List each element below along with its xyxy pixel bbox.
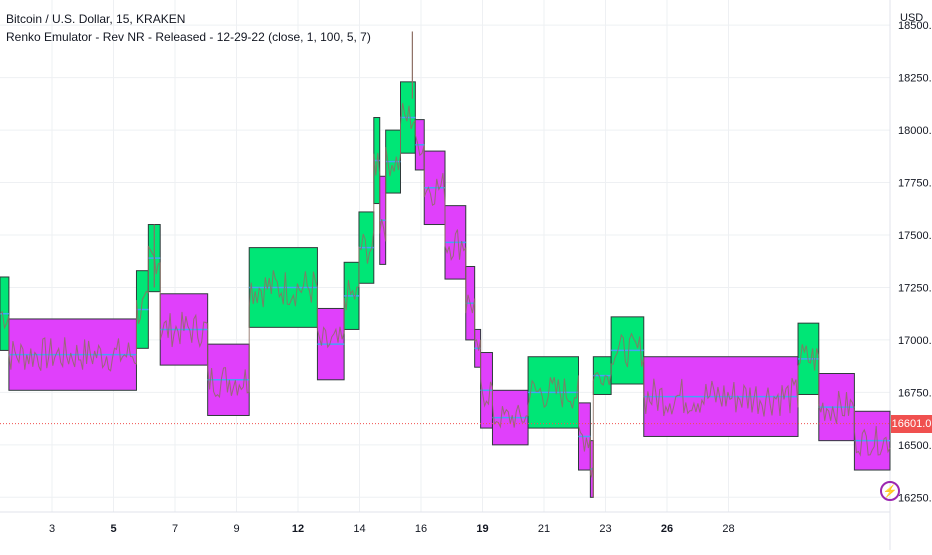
lightning-icon[interactable]: ⚡ [880, 481, 900, 501]
y-tick-label: 17250.0 [898, 282, 932, 294]
x-tick-label: 14 [353, 523, 365, 535]
y-tick-label: 17750.0 [898, 178, 932, 190]
x-tick-label: 26 [661, 523, 673, 535]
y-tick-label: 16250.0 [898, 492, 932, 504]
y-tick-label: 16500.0 [898, 440, 932, 452]
symbol-title[interactable]: Bitcoin / U.S. Dollar, 15, KRAKEN [6, 12, 186, 26]
y-tick-label: 18500.0 [898, 20, 932, 32]
x-tick-label: 12 [292, 523, 304, 535]
y-tick-label: 18000.0 [898, 125, 932, 137]
y-tick-label: 17500.0 [898, 230, 932, 242]
x-tick-label: 23 [599, 523, 611, 535]
chart-legend: Bitcoin / U.S. Dollar, 15, KRAKEN Renko … [6, 10, 371, 46]
x-tick-label: 19 [476, 523, 488, 535]
x-tick-label: 21 [538, 523, 550, 535]
last-price-tag: 16601.0 [891, 414, 932, 433]
y-tick-label: 18250.0 [898, 73, 932, 85]
x-tick-label: 9 [233, 523, 239, 535]
y-tick-label: 16750.0 [898, 387, 932, 399]
x-tick-label: 28 [722, 523, 734, 535]
x-tick-label: 7 [172, 523, 178, 535]
x-tick-label: 5 [110, 523, 116, 535]
x-tick-label: 16 [415, 523, 427, 535]
y-tick-label: 17000.0 [898, 335, 932, 347]
price-path [0, 102, 891, 478]
indicator-title[interactable]: Renko Emulator - Rev NR - Released - 12-… [6, 30, 371, 44]
currency-unit: USD [900, 12, 924, 24]
x-tick-label: 3 [49, 523, 55, 535]
